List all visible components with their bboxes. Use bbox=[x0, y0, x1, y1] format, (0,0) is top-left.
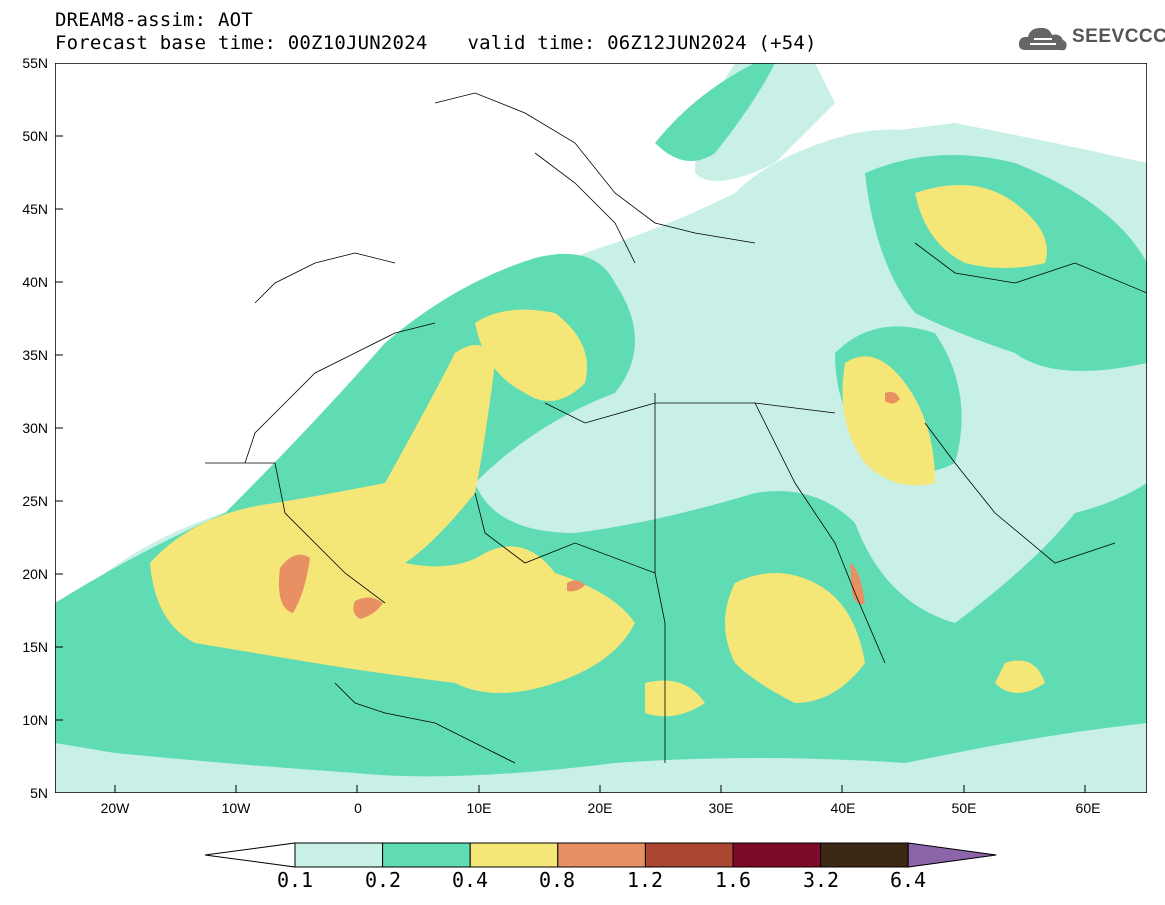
lat-label: 30N bbox=[22, 420, 48, 436]
lon-label: 20W bbox=[100, 800, 130, 816]
lon-label: 60E bbox=[1075, 800, 1101, 816]
lon-label: 20E bbox=[587, 800, 613, 816]
colorbar-segment bbox=[294, 842, 384, 868]
lat-label: 25N bbox=[22, 493, 48, 509]
axis-ticks bbox=[55, 135, 1086, 793]
colorbar-label: 0.4 bbox=[451, 868, 489, 892]
lat-label: 35N bbox=[22, 347, 48, 363]
lat-label: 55N bbox=[22, 55, 48, 71]
lat-label: 40N bbox=[22, 274, 48, 290]
cloud-icon bbox=[1018, 27, 1067, 51]
colorbar-label: 1.2 bbox=[626, 868, 664, 892]
lon-label: 50E bbox=[951, 800, 977, 816]
colorbar-label: 0.1 bbox=[276, 868, 314, 892]
colorbar-label: 0.8 bbox=[538, 868, 576, 892]
aot-band-0.8 bbox=[278, 391, 900, 619]
lat-label: 50N bbox=[22, 128, 48, 144]
lon-label: 30E bbox=[708, 800, 734, 816]
map-title: DREAM8-assim: AOT bbox=[55, 9, 253, 31]
colorbar-label: 1.6 bbox=[714, 868, 752, 892]
base-time: Forecast base time: 00Z10JUN2024 bbox=[55, 32, 428, 54]
colorbar-segment bbox=[732, 842, 822, 868]
colorbar-segment bbox=[820, 842, 909, 868]
aot-band-0.4 bbox=[150, 185, 1047, 717]
lat-label: 10N bbox=[22, 712, 48, 728]
lon-label: 0 bbox=[354, 800, 362, 816]
lon-label: 10E bbox=[466, 800, 492, 816]
lat-label: 5N bbox=[30, 785, 48, 801]
lat-label: 20N bbox=[22, 566, 48, 582]
country-borders bbox=[205, 92, 1147, 764]
colorbar-arrow-low bbox=[205, 842, 296, 868]
valid-time: valid time: 06Z12JUN2024 (+54) bbox=[467, 32, 817, 54]
lon-label: 40E bbox=[830, 800, 856, 816]
colorbar-arrow-high bbox=[907, 842, 997, 868]
lat-label: 15N bbox=[22, 639, 48, 655]
colorbar bbox=[205, 842, 997, 868]
colorbar-segment bbox=[557, 842, 646, 868]
lat-label: 45N bbox=[22, 201, 48, 217]
aot-map bbox=[55, 63, 1147, 793]
seevccc-logo: SEEVCCC bbox=[1016, 22, 1165, 56]
colorbar-label: 6.4 bbox=[889, 868, 927, 892]
colorbar-segment bbox=[469, 842, 559, 868]
lon-label: 10W bbox=[221, 800, 251, 816]
colorbar-segment bbox=[644, 842, 734, 868]
colorbar-segment bbox=[382, 842, 471, 868]
logo-text: SEEVCCC bbox=[1072, 26, 1165, 47]
colorbar-label: 0.2 bbox=[364, 868, 402, 892]
colorbar-label: 3.2 bbox=[802, 868, 840, 892]
forecast-times: Forecast base time: 00Z10JUN2024 valid ti… bbox=[55, 32, 817, 54]
